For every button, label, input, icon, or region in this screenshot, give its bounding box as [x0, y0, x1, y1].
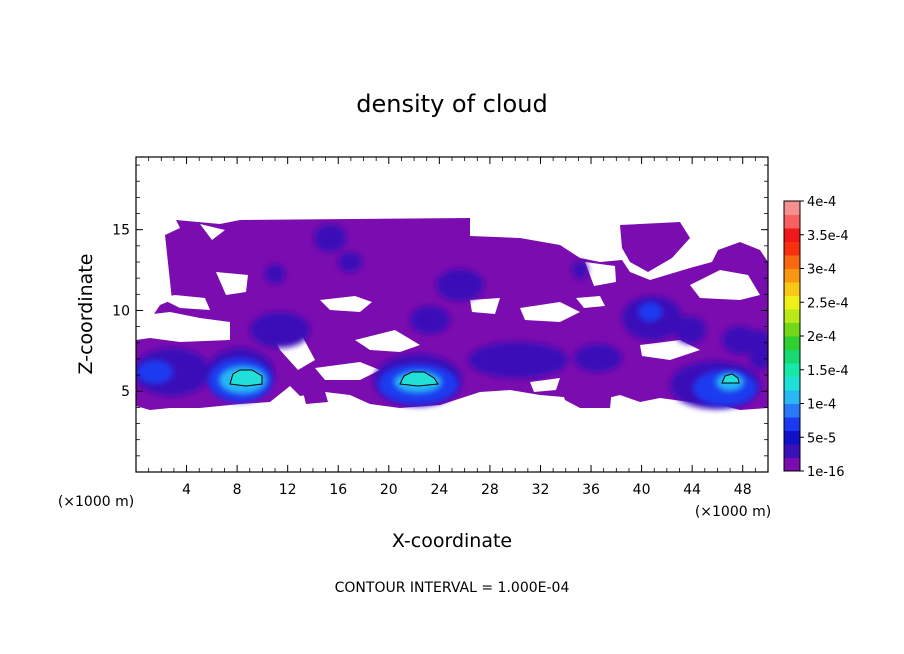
y-axis-label: Z-coordinate	[75, 254, 97, 375]
colorbar-swatch	[784, 430, 800, 445]
colorbar-swatch	[784, 403, 800, 418]
colorbar-swatch	[784, 349, 800, 364]
x-tick-label: 44	[683, 482, 701, 498]
cloud-field-gaps	[136, 218, 760, 392]
colorbar-swatch	[784, 255, 800, 269]
x-tick-label: 40	[633, 482, 651, 498]
x-axis-label: X-coordinate	[392, 530, 512, 552]
contour-interval-note: CONTOUR INTERVAL = 1.000E-04	[335, 580, 570, 596]
plot-area	[136, 157, 768, 472]
colorbar-swatch	[784, 295, 800, 310]
colorbar-swatch	[784, 444, 800, 458]
colorbar-swatch	[784, 228, 800, 242]
colorbar-label: 5e-5	[807, 431, 836, 446]
colorbar-label: 2e-4	[807, 330, 836, 345]
x-tick-label: 28	[481, 482, 499, 498]
x-tick-label: 8	[233, 482, 242, 498]
colorbar-label: 1e-4	[807, 398, 836, 413]
x-tick-label: 20	[380, 482, 398, 498]
x-axis-unit-left: (×1000 m)	[58, 494, 134, 510]
colorbar-swatch	[784, 417, 800, 431]
chart-title: density of cloud	[356, 90, 547, 118]
x-axis-ticks: 4 8 12 16 20 24 28 32 36 40 44 48	[148, 157, 756, 498]
colorbar-swatch	[784, 201, 800, 215]
colorbar-label: 2.5e-4	[807, 296, 849, 311]
x-tick-label: 32	[532, 482, 550, 498]
colorbar-label: 3.5e-4	[807, 229, 849, 244]
x-tick-label: 48	[734, 482, 752, 498]
x-tick-label: 24	[430, 482, 448, 498]
x-tick-label: 36	[582, 482, 600, 498]
colorbar-swatch	[784, 241, 800, 256]
y-tick-label: 15	[112, 223, 130, 239]
x-tick-label: 4	[182, 482, 191, 498]
colorbar-label: 1.5e-4	[807, 364, 849, 379]
colorbar-swatch	[784, 336, 800, 350]
colorbar-swatch	[784, 376, 800, 391]
x-axis-unit-right: (×1000 m)	[695, 504, 771, 520]
colorbar-swatch	[784, 390, 800, 404]
x-tick-label: 12	[279, 482, 297, 498]
y-axis-ticks: 5 10 15	[112, 164, 768, 457]
colorbar-swatch	[784, 309, 800, 323]
colorbar-swatch	[784, 214, 800, 229]
contour-lines	[229, 369, 740, 387]
colorbar: 1e-16 5e-5 1e-4 1.5e-4 2e-4 2.5e-4 3e-4 3.5e-4 4…	[783, 195, 849, 480]
colorbar-swatch	[784, 457, 800, 472]
colorbar-label: 3e-4	[807, 263, 836, 278]
colorbar-label: 4e-4	[807, 195, 836, 210]
colorbar-swatch	[784, 282, 800, 296]
colorbar-swatch	[784, 363, 800, 377]
colorbar-label: 1e-16	[807, 465, 845, 480]
x-tick-label: 16	[329, 482, 347, 498]
y-tick-label: 10	[112, 303, 130, 319]
colorbar-swatch	[784, 322, 800, 337]
y-tick-label: 5	[121, 384, 130, 400]
colorbar-swatch	[784, 268, 800, 283]
